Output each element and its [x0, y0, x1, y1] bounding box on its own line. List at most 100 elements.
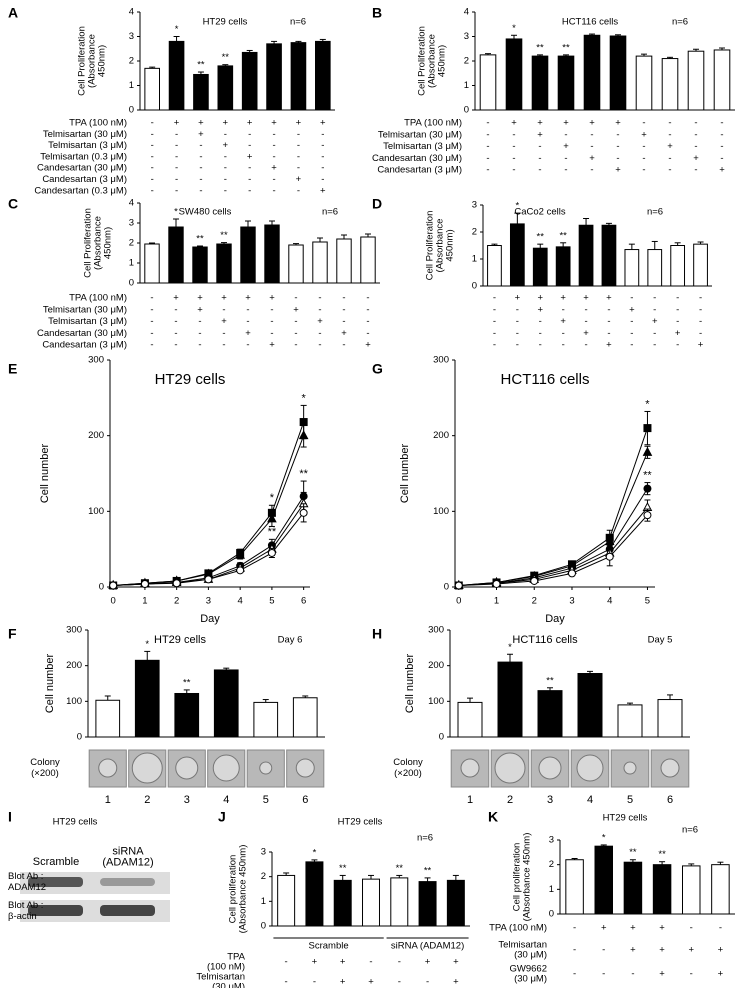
significance: ** — [424, 865, 432, 876]
y-axis-label: Cell Proliferation — [425, 211, 436, 281]
condition-mark: + — [317, 316, 323, 327]
bar — [277, 874, 296, 927]
colony — [259, 761, 273, 775]
condition-mark: - — [512, 141, 515, 152]
bar — [457, 701, 483, 738]
colony — [295, 758, 315, 778]
y-tick-label: 0 — [549, 909, 554, 920]
condition-mark: - — [199, 163, 202, 174]
condition-mark: + — [537, 129, 543, 140]
condition-mark: - — [246, 304, 249, 315]
n-label: n=6 — [647, 207, 663, 218]
x-tick-label: 2 — [174, 596, 179, 607]
y-tick-label: 0 — [464, 105, 469, 116]
y-axis-label: Cell proliferation — [512, 843, 523, 912]
condition-mark: - — [630, 340, 633, 351]
condition-mark: - — [602, 969, 605, 980]
condition-label: Telmisartan (3 μM) — [48, 140, 127, 151]
condition-mark: - — [668, 153, 671, 164]
significance: ** — [183, 677, 191, 688]
significance: ** — [196, 234, 204, 245]
condition-mark: - — [562, 304, 565, 315]
n-label: n=6 — [672, 17, 688, 28]
blot-band — [100, 905, 155, 916]
x-tick-label: 3 — [206, 596, 211, 607]
bar — [609, 35, 627, 111]
condition-mark: - — [694, 141, 697, 152]
condition-mark: - — [318, 304, 321, 315]
y-axis-label: (Absorbance — [427, 34, 438, 88]
condition-label: Telmisartan (0.3 μM) — [40, 151, 127, 162]
condition-mark: - — [150, 304, 153, 315]
bar — [509, 223, 525, 287]
blot-title: HT29 cells — [53, 817, 98, 828]
blot-band — [100, 878, 155, 886]
y-axis-label-group: Cell number — [404, 654, 416, 714]
condition-mark: - — [342, 293, 345, 304]
y-axis-label: (Absorbance 450nm) — [238, 845, 249, 934]
condition-mark: - — [584, 340, 587, 351]
condition-mark: - — [224, 163, 227, 174]
condition-mark: - — [630, 328, 633, 339]
condition-mark: - — [486, 141, 489, 152]
blot-row-label: Blot Ab : — [8, 900, 43, 911]
condition-mark: + — [453, 977, 459, 988]
condition-mark: + — [537, 304, 543, 315]
bar — [213, 669, 239, 738]
condition-mark: - — [151, 118, 154, 129]
significance: * — [145, 639, 149, 650]
n-label: n=6 — [290, 17, 306, 28]
condition-mark: - — [297, 185, 300, 196]
condition-mark: + — [537, 118, 543, 129]
condition-mark: - — [198, 340, 201, 351]
bar — [497, 661, 523, 738]
x-tick-label: 4 — [238, 596, 243, 607]
subtitle: Day 5 — [648, 635, 673, 646]
condition-mark: + — [340, 957, 346, 968]
series-line — [113, 421, 305, 586]
bar — [594, 845, 613, 915]
condition-mark: - — [539, 328, 542, 339]
blot-row-label: Blot Ab : — [8, 871, 43, 882]
x-tick-label: 4 — [587, 794, 593, 806]
bar — [192, 246, 208, 284]
condition-mark: + — [223, 140, 229, 151]
significance: ** — [559, 230, 567, 241]
bar — [537, 690, 563, 738]
bar — [144, 67, 160, 111]
bar — [264, 224, 280, 284]
condition-mark: - — [151, 174, 154, 185]
condition-mark: - — [248, 140, 251, 151]
marker — [492, 579, 501, 588]
blot-row-label: ADAM12 — [8, 882, 46, 893]
condition-mark: - — [246, 340, 249, 351]
condition-label: TPA (100 nM) — [69, 118, 127, 129]
bar — [168, 40, 185, 111]
condition-mark: + — [174, 118, 180, 129]
condition-mark: - — [272, 174, 275, 185]
condition-mark: + — [296, 118, 302, 129]
colony — [175, 756, 199, 780]
condition-mark: - — [150, 316, 153, 327]
significance: ** — [562, 42, 570, 53]
bar — [557, 55, 575, 111]
condition-mark: + — [719, 165, 725, 176]
condition-mark: - — [174, 328, 177, 339]
marker — [642, 446, 653, 456]
condition-mark: - — [321, 140, 324, 151]
condition-mark: - — [699, 304, 702, 315]
colony — [494, 752, 526, 784]
bar — [315, 40, 331, 111]
bar — [713, 49, 731, 111]
lane-label: siRNA — [112, 845, 144, 857]
condition-mark: - — [590, 141, 593, 152]
condition-mark: - — [151, 151, 154, 162]
condition-mark: - — [720, 129, 723, 140]
condition-mark: + — [560, 293, 566, 304]
condition-mark: + — [688, 945, 694, 956]
condition-mark: - — [653, 340, 656, 351]
condition-mark: - — [516, 340, 519, 351]
y-axis-label-group: Cell Proliferation (Absorbance 450nm) — [83, 208, 114, 278]
condition-mark: + — [221, 316, 227, 327]
bar — [312, 241, 328, 284]
